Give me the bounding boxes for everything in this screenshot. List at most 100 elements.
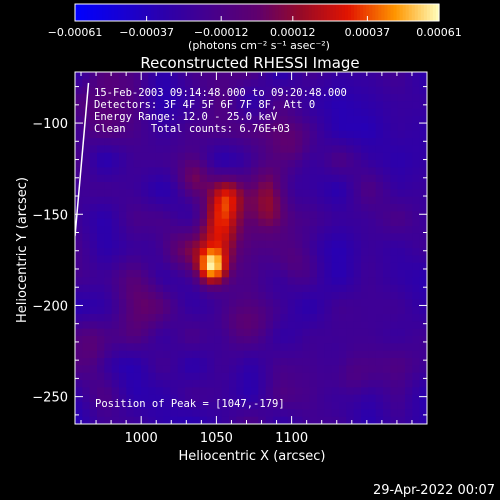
heatmap-cell: [243, 233, 252, 242]
y-axis: −100−150−200−250: [32, 86, 427, 416]
heatmap-cell: [375, 123, 384, 132]
heatmap-cell: [346, 130, 355, 139]
heatmap-cell: [419, 358, 427, 366]
heatmap-cell: [412, 262, 421, 271]
heatmap-cell: [280, 248, 289, 256]
heatmap-cell: [324, 328, 333, 337]
heatmap-cell: [133, 233, 142, 242]
heatmap-cell: [141, 196, 149, 205]
heatmap-cell: [265, 189, 274, 198]
heatmap-cell: [119, 262, 127, 271]
heatmap-cell: [324, 86, 333, 95]
heatmap-cell: [119, 204, 127, 212]
heatmap-cell: [405, 72, 413, 80]
heatmap-cell: [75, 394, 83, 403]
heatmap-cell: [309, 314, 318, 322]
heatmap-cell: [383, 130, 391, 139]
heatmap-cell: [280, 182, 289, 190]
heatmap-cell: [126, 116, 135, 124]
heatmap-cell: [368, 277, 377, 286]
heatmap-cell: [243, 116, 252, 124]
heatmap-cell: [324, 416, 333, 424]
heatmap-cell: [419, 409, 427, 418]
heatmap-cell: [419, 248, 427, 256]
heatmap-cell: [82, 167, 91, 176]
heatmap-cell: [126, 299, 135, 308]
heatmap-cell: [368, 240, 377, 249]
colorbar-swatch: [244, 4, 249, 21]
heatmap-cell: [82, 394, 91, 403]
heatmap-cell: [287, 226, 296, 234]
heatmap-cell: [126, 314, 135, 322]
heatmap-cell: [368, 218, 377, 227]
colorbar-swatch: [341, 4, 346, 21]
heatmap-cell: [383, 160, 391, 168]
heatmap-cell: [309, 402, 318, 410]
heatmap-cell: [368, 336, 377, 344]
heatmap-cell: [111, 380, 120, 388]
heatmap-cell: [346, 292, 355, 300]
heatmap-cell: [295, 343, 303, 352]
heatmap-cell: [126, 409, 135, 418]
heatmap-cell: [126, 167, 135, 176]
colorbar-swatch: [102, 4, 106, 21]
heatmap-cell: [265, 174, 274, 183]
heatmap-cell: [295, 130, 303, 139]
heatmap-cell: [273, 277, 281, 286]
heatmap-cell: [236, 101, 245, 110]
heatmap-cell: [419, 123, 427, 132]
heatmap-cell: [397, 86, 406, 95]
heatmap-cell: [89, 79, 98, 88]
heatmap-cell: [375, 365, 384, 374]
heatmap-cell: [273, 240, 281, 249]
heatmap-cell: [111, 292, 120, 300]
heatmap-cell: [185, 189, 193, 198]
heatmap-cell: [375, 343, 384, 352]
colorbar-swatch: [293, 4, 298, 21]
heatmap-cell: [185, 167, 193, 176]
heatmap-cell: [383, 174, 391, 183]
heatmap-cell: [317, 416, 325, 424]
heatmap-cell: [317, 145, 325, 154]
heatmap-cell: [339, 196, 347, 205]
heatmap-cell: [273, 394, 281, 403]
heatmap-cell: [229, 108, 237, 117]
heatmap-cell: [346, 108, 355, 117]
heatmap-cell: [353, 145, 362, 154]
heatmap-cell: [155, 226, 164, 234]
heatmap-cell: [397, 343, 406, 352]
heatmap-cell: [302, 306, 311, 315]
heatmap-cell: [287, 358, 296, 366]
heatmap-cell: [324, 233, 333, 242]
heatmap-cell: [97, 138, 105, 146]
heatmap-cell: [243, 174, 252, 183]
heatmap-cell: [89, 240, 98, 249]
heatmap-cell: [302, 350, 311, 359]
heatmap-cell: [214, 306, 223, 315]
heatmap-cell: [331, 160, 340, 168]
heatmap-cell: [192, 116, 201, 124]
heatmap-cell: [324, 306, 333, 315]
heatmap-cell: [339, 138, 347, 146]
heatmap-cell: [324, 380, 333, 388]
heatmap-cell: [177, 292, 186, 300]
heatmap-cell: [309, 328, 318, 337]
heatmap-cell: [185, 138, 193, 146]
heatmap-cell: [405, 336, 413, 344]
heatmap-cell: [287, 86, 296, 95]
heatmap-cell: [192, 189, 201, 198]
heatmap-cell: [339, 284, 347, 293]
heatmap-cell: [89, 409, 98, 418]
heatmap-cell: [170, 204, 179, 212]
heatmap-cell: [419, 314, 427, 322]
heatmap-cell: [346, 79, 355, 88]
heatmap-cell: [324, 160, 333, 168]
heatmap-cell: [390, 409, 399, 418]
heatmap-cell: [75, 358, 83, 366]
heatmap-cell: [258, 233, 267, 242]
heatmap-cell: [397, 248, 406, 256]
heatmap-cell: [361, 292, 369, 300]
heatmap-cell: [229, 270, 237, 278]
heatmap-cell: [126, 233, 135, 242]
heatmap-cell: [199, 284, 208, 293]
